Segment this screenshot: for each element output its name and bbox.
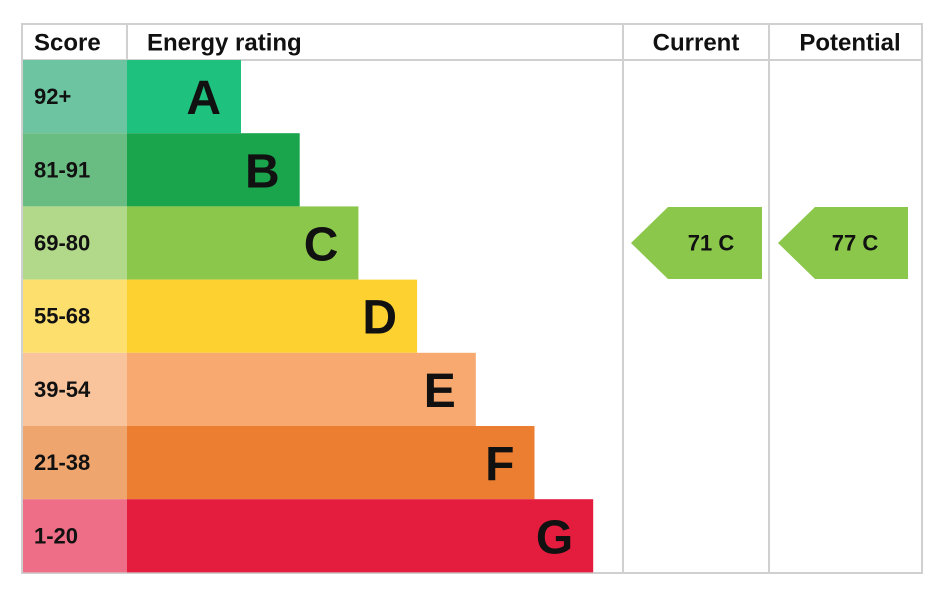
band-score: 1-20: [34, 523, 78, 548]
band-letter: C: [304, 219, 339, 272]
band-letter: E: [424, 365, 456, 418]
band-bar: [127, 279, 418, 353]
score-cell: [23, 60, 127, 134]
band-bar: [127, 499, 594, 573]
potential-label: 77 C: [832, 231, 879, 256]
band-bar: [127, 60, 241, 134]
score-cell: [23, 279, 127, 353]
band-score: 55-68: [34, 304, 90, 329]
header-potential: Potential: [799, 30, 900, 57]
header-current: Current: [653, 30, 740, 57]
band-letter: B: [245, 145, 280, 198]
band-bar: [127, 352, 476, 426]
header-score: Score: [34, 30, 101, 57]
header-rating: Energy rating: [147, 30, 302, 57]
score-cell: [23, 352, 127, 426]
frame: [21, 23, 923, 574]
potential-arrow: [778, 207, 908, 279]
score-cell: [23, 426, 127, 500]
band-score: 92+: [34, 84, 71, 109]
band-bar: [127, 133, 300, 207]
band-bar: [127, 426, 535, 500]
band-score: 21-38: [34, 450, 90, 475]
band-letter: F: [485, 438, 514, 491]
score-cell: [23, 133, 127, 207]
score-cell: [23, 206, 127, 280]
band-score: 69-80: [34, 231, 90, 256]
band-letter: D: [362, 292, 397, 345]
band-letter: A: [186, 72, 221, 125]
band-score: 81-91: [34, 157, 90, 182]
band-letter: G: [536, 511, 573, 564]
score-cell: [23, 499, 127, 573]
band-bar: [127, 206, 359, 280]
current-label: 71 C: [688, 231, 735, 256]
band-score: 39-54: [34, 377, 91, 402]
current-arrow: [631, 207, 762, 279]
bands: 92+ A 81-91 B 69-80 C 55-68 D 39-54 E 21-38 F 1-20 G: [23, 60, 594, 573]
